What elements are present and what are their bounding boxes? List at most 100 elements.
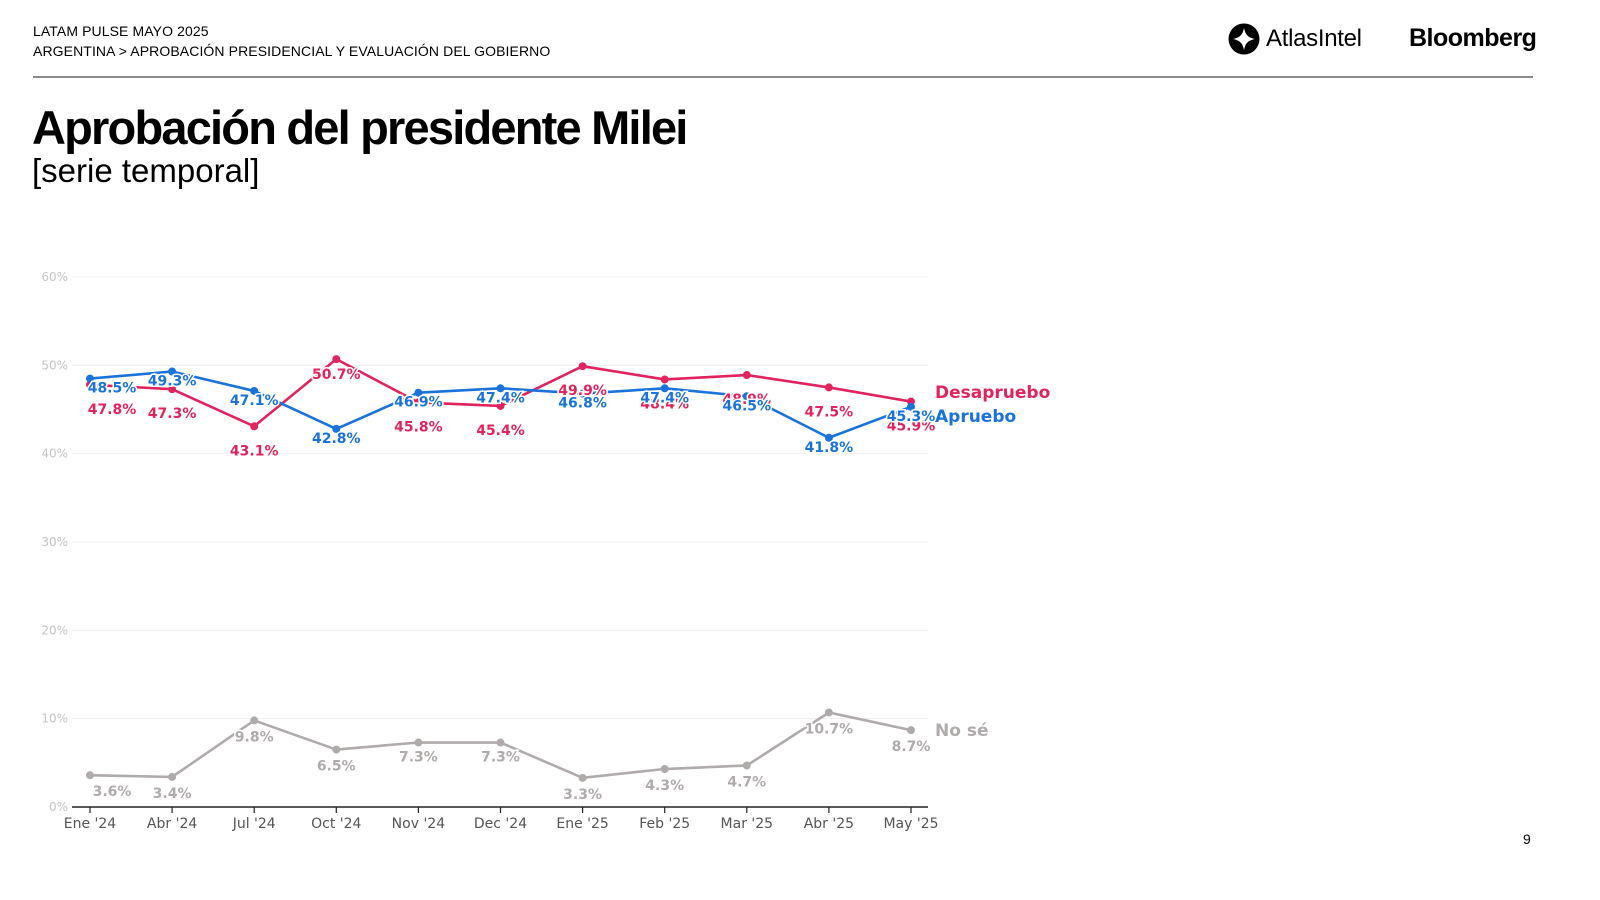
atlasintel-mark-icon (1228, 23, 1260, 55)
data-label: 48.9% (723, 392, 772, 408)
data-point (168, 385, 177, 394)
data-point (414, 388, 423, 397)
data-point (414, 738, 423, 747)
data-point (578, 389, 587, 398)
y-tick-label: 40% (41, 447, 68, 461)
data-label: 47.4% (476, 390, 525, 406)
data-point (578, 773, 587, 782)
data-label: 47.8% (88, 402, 137, 418)
page-subtitle: [serie temporal] (32, 152, 260, 189)
series (86, 355, 915, 782)
data-label: 46.9% (394, 395, 443, 411)
data-label: 41.8% (805, 440, 854, 456)
gridlines (72, 276, 928, 720)
x-tick-label: May '25 (883, 816, 938, 832)
data-label: 49.3% (148, 374, 197, 390)
data-point (86, 771, 94, 780)
x-tick-label: Abr '24 (147, 816, 197, 832)
data-label: 10.7% (805, 721, 854, 737)
x-tick-label: Oct '24 (311, 816, 361, 832)
series-label: Desapruebo (935, 383, 1050, 403)
data-point (86, 374, 94, 383)
y-tick-label: 20% (41, 623, 68, 637)
data-point (824, 433, 833, 442)
data-label: 9.8% (235, 729, 274, 745)
data-point (742, 371, 751, 380)
data-label: 6.5% (317, 759, 356, 775)
data-point (496, 384, 505, 393)
data-label: 46.8% (558, 396, 607, 412)
data-label: 4.3% (645, 778, 684, 794)
series-label: Apruebo (935, 407, 1016, 427)
x-tick-label: Dec '24 (474, 816, 527, 832)
data-label: 47.3% (148, 406, 197, 422)
data-point (414, 398, 423, 407)
data-label: 3.6% (93, 784, 132, 800)
y-tick-label: 30% (41, 535, 68, 549)
data-point (168, 772, 177, 781)
x-tick-label: Abr '25 (804, 816, 854, 832)
data-point (907, 726, 915, 735)
x-tick-label: Nov '24 (392, 816, 446, 832)
data-label: 45.3% (887, 409, 936, 425)
data-label: 7.3% (481, 750, 520, 766)
data-label: 45.9% (887, 419, 936, 435)
page-number: 9 (1523, 831, 1531, 847)
data-label: 42.8% (312, 431, 361, 447)
data-point (496, 738, 505, 747)
data-point (660, 384, 669, 393)
data-point (660, 765, 669, 774)
data-label: 46.5% (723, 398, 772, 414)
data-point (332, 424, 341, 433)
data-point (578, 362, 587, 371)
data-label: 47.1% (230, 393, 279, 409)
atlasintel-wordmark: AtlasIntel (1266, 25, 1362, 52)
data-label: 49.9% (558, 383, 607, 399)
data-point (332, 745, 341, 754)
breadcrumb: ARGENTINA > APROBACIÓN PRESIDENCIAL Y EV… (33, 43, 551, 59)
x-tick-label: Ene '25 (556, 816, 608, 832)
data-label: 50.7% (312, 367, 361, 383)
y-tick-label: 10% (41, 712, 68, 726)
data-point (250, 716, 259, 725)
axes: 0% 10% 20% 30% 40% 50% 60% Ene '24 Abr '24 Jul '2… (41, 270, 938, 832)
data-point (250, 386, 259, 395)
data-point (250, 422, 259, 431)
x-tick-label: Mar '25 (721, 816, 774, 832)
page-title: Aprobación del presidente Milei (32, 101, 688, 154)
data-label: 47.5% (805, 404, 854, 420)
data-point (824, 708, 833, 717)
data-label: 3.4% (153, 786, 192, 802)
y-tick-label: 0% (49, 800, 68, 814)
data-label: 48.5% (88, 381, 137, 397)
data-point (332, 355, 341, 364)
data-point (907, 402, 915, 411)
data-point (660, 375, 669, 384)
data-label: 45.4% (476, 423, 525, 439)
series-label: No sé (935, 721, 988, 741)
data-label: 48.4% (640, 396, 689, 412)
data-point (168, 367, 177, 376)
data-label: 8.7% (892, 739, 931, 755)
data-label: 7.3% (399, 750, 438, 766)
report-name: LATAM PULSE MAYO 2025 (33, 23, 209, 39)
y-tick-label: 60% (41, 270, 68, 284)
data-labels: 47.8% 47.3% 43.1% 50.7% 45.8% 45.4% 49.9% 48.4%… (86, 366, 1050, 805)
atlasintel-logo: AtlasIntel (1228, 23, 1362, 55)
data-label: 4.7% (727, 774, 766, 790)
data-label: 47.4% (640, 390, 689, 406)
x-tick-label: Jul '24 (232, 816, 276, 832)
y-tick-label: 50% (41, 358, 68, 372)
data-point (86, 380, 94, 389)
bloomberg-logo: Bloomberg (1409, 24, 1537, 52)
x-tick-label: Feb '25 (639, 816, 690, 832)
x-tick-label: Ene '24 (64, 816, 117, 832)
data-label: 45.8% (394, 419, 443, 435)
data-point (742, 392, 751, 401)
data-label: 3.3% (563, 787, 602, 803)
data-point (496, 401, 505, 410)
data-point (824, 383, 833, 392)
header-divider (33, 76, 1533, 78)
data-label: 43.1% (230, 443, 279, 459)
